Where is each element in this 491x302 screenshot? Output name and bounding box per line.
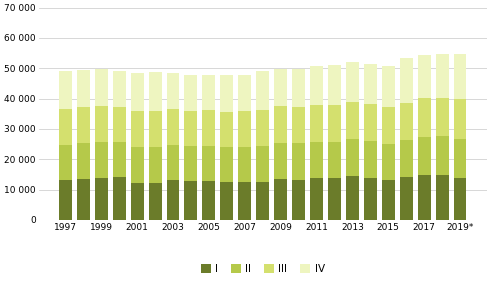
Bar bbox=[113, 142, 126, 177]
Bar bbox=[436, 175, 448, 220]
Bar bbox=[256, 146, 269, 182]
Bar bbox=[400, 140, 412, 177]
Bar bbox=[418, 175, 431, 220]
Bar bbox=[113, 177, 126, 220]
Bar bbox=[454, 99, 466, 139]
Bar bbox=[436, 137, 448, 175]
Legend: I, II, III, IV: I, II, III, IV bbox=[201, 264, 325, 274]
Bar bbox=[328, 105, 341, 142]
Bar bbox=[418, 98, 431, 137]
Bar bbox=[274, 107, 287, 143]
Bar bbox=[220, 112, 233, 147]
Bar bbox=[59, 109, 72, 145]
Bar bbox=[131, 147, 143, 183]
Bar bbox=[310, 178, 323, 220]
Bar bbox=[364, 141, 377, 178]
Bar bbox=[400, 177, 412, 220]
Bar bbox=[131, 111, 143, 147]
Bar bbox=[77, 107, 90, 143]
Bar bbox=[166, 109, 180, 145]
Bar bbox=[256, 182, 269, 220]
Bar bbox=[382, 108, 395, 144]
Bar bbox=[382, 66, 395, 108]
Bar bbox=[149, 72, 162, 111]
Bar bbox=[149, 183, 162, 220]
Bar bbox=[274, 179, 287, 220]
Bar bbox=[202, 111, 216, 146]
Bar bbox=[166, 145, 180, 180]
Bar bbox=[364, 178, 377, 220]
Bar bbox=[346, 176, 359, 220]
Bar bbox=[220, 182, 233, 220]
Bar bbox=[238, 75, 251, 111]
Bar bbox=[292, 179, 305, 220]
Bar bbox=[454, 139, 466, 178]
Bar bbox=[418, 55, 431, 98]
Bar bbox=[166, 72, 180, 109]
Bar bbox=[238, 147, 251, 182]
Bar bbox=[310, 66, 323, 105]
Bar bbox=[400, 58, 412, 103]
Bar bbox=[131, 73, 143, 111]
Bar bbox=[202, 181, 216, 220]
Bar bbox=[220, 75, 233, 112]
Bar bbox=[77, 143, 90, 179]
Bar bbox=[292, 69, 305, 107]
Bar bbox=[382, 179, 395, 220]
Bar bbox=[95, 107, 108, 142]
Bar bbox=[328, 178, 341, 220]
Bar bbox=[346, 139, 359, 176]
Bar bbox=[113, 107, 126, 142]
Bar bbox=[346, 62, 359, 101]
Bar bbox=[256, 110, 269, 146]
Bar bbox=[220, 147, 233, 182]
Bar bbox=[166, 180, 180, 220]
Bar bbox=[274, 143, 287, 179]
Bar bbox=[59, 71, 72, 109]
Bar bbox=[454, 54, 466, 99]
Bar bbox=[382, 144, 395, 179]
Bar bbox=[95, 142, 108, 178]
Bar bbox=[113, 71, 126, 107]
Bar bbox=[274, 69, 287, 107]
Bar bbox=[95, 69, 108, 107]
Bar bbox=[131, 183, 143, 220]
Bar bbox=[328, 65, 341, 105]
Bar bbox=[454, 178, 466, 220]
Bar bbox=[436, 98, 448, 137]
Bar bbox=[292, 143, 305, 179]
Bar bbox=[310, 105, 323, 142]
Bar bbox=[185, 146, 197, 181]
Bar bbox=[95, 178, 108, 220]
Bar bbox=[185, 181, 197, 220]
Bar bbox=[149, 147, 162, 183]
Bar bbox=[436, 54, 448, 98]
Bar bbox=[292, 107, 305, 143]
Bar bbox=[238, 111, 251, 147]
Bar bbox=[310, 142, 323, 178]
Bar bbox=[256, 71, 269, 110]
Bar bbox=[400, 103, 412, 140]
Bar bbox=[202, 146, 216, 181]
Bar bbox=[77, 70, 90, 107]
Bar bbox=[364, 104, 377, 141]
Bar bbox=[149, 111, 162, 147]
Bar bbox=[185, 75, 197, 111]
Bar bbox=[59, 145, 72, 180]
Bar bbox=[346, 101, 359, 139]
Bar bbox=[364, 64, 377, 104]
Bar bbox=[418, 137, 431, 175]
Bar bbox=[185, 111, 197, 146]
Bar bbox=[59, 180, 72, 220]
Bar bbox=[328, 142, 341, 178]
Bar bbox=[77, 179, 90, 220]
Bar bbox=[238, 182, 251, 220]
Bar bbox=[202, 75, 216, 111]
